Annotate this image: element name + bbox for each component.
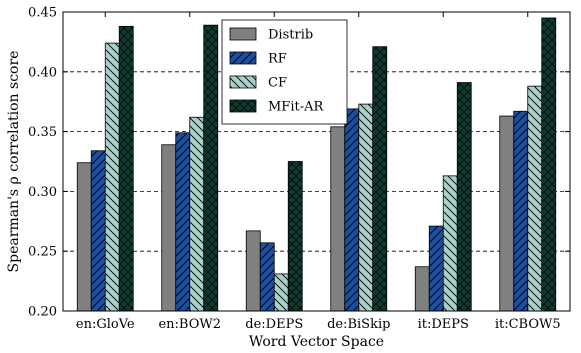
x-tick-label: de:BiSkip [327,317,390,332]
bar-hatch [527,86,542,311]
bar-distrib [414,266,430,312]
x-tick-label: it:DEPS [418,317,469,332]
y-tick-label: 0.20 [28,305,57,320]
legend: Distrib RF CF MFit-AR [221,19,348,125]
y-tick-label: 0.35 [28,125,57,140]
y-tick-label: 0.30 [28,185,57,200]
bar-hatch [91,150,106,311]
y-axis-label: Spearman's ρ correlation score [6,51,22,273]
bar-distrib [76,162,92,312]
legend-label: MFit-AR [268,100,324,115]
legend-swatch-hatch [230,100,256,112]
bar-hatch [260,242,275,311]
x-axis-ticks: en:GloVe en:BOW2 de:DEPS de:BiSkip it:DEPS it… [76,12,561,332]
bar-hatch [344,108,359,311]
y-tick-label: 0.40 [28,65,57,80]
y-tick-label: 0.25 [28,245,57,260]
bar-distrib [499,115,515,312]
bar-hatch [119,26,134,312]
bar-hatch [457,82,472,312]
bar-distrib [330,126,346,312]
legend-swatch-hatch [230,76,256,88]
bar-hatch [541,17,556,311]
bar-hatch [513,111,528,311]
legend-label: CF [268,76,287,91]
x-tick-label: de:DEPS [245,317,303,332]
y-tick-label: 0.45 [28,6,57,21]
plot-frame [62,11,571,312]
bars [76,17,557,312]
legend-swatch [229,27,257,41]
legend-swatch-hatch [230,52,256,64]
bar-hatch [203,25,218,311]
x-axis-label: Word Vector Space [249,334,384,350]
bar-hatch [288,161,303,311]
y-axis-ticks: 0.20 0.25 0.30 0.35 0.40 0.45 [28,6,570,320]
x-tick-label: en:GloVe [76,317,135,332]
bar-hatch [429,226,444,311]
legend-label: RF [268,52,287,67]
bar-hatch [189,117,204,311]
bar-distrib [161,144,177,312]
bar-hatch [358,104,373,311]
legend-label: Distrib [268,28,313,43]
bar-hatch [274,273,289,311]
bar-distrib [245,230,261,312]
bar-hatch [443,175,458,311]
x-tick-label: it:CBOW5 [495,317,561,332]
bar-hatch [105,43,120,311]
x-tick-label: en:BOW2 [158,317,221,332]
bar-hatch [372,46,387,312]
bar-hatch [175,132,190,311]
